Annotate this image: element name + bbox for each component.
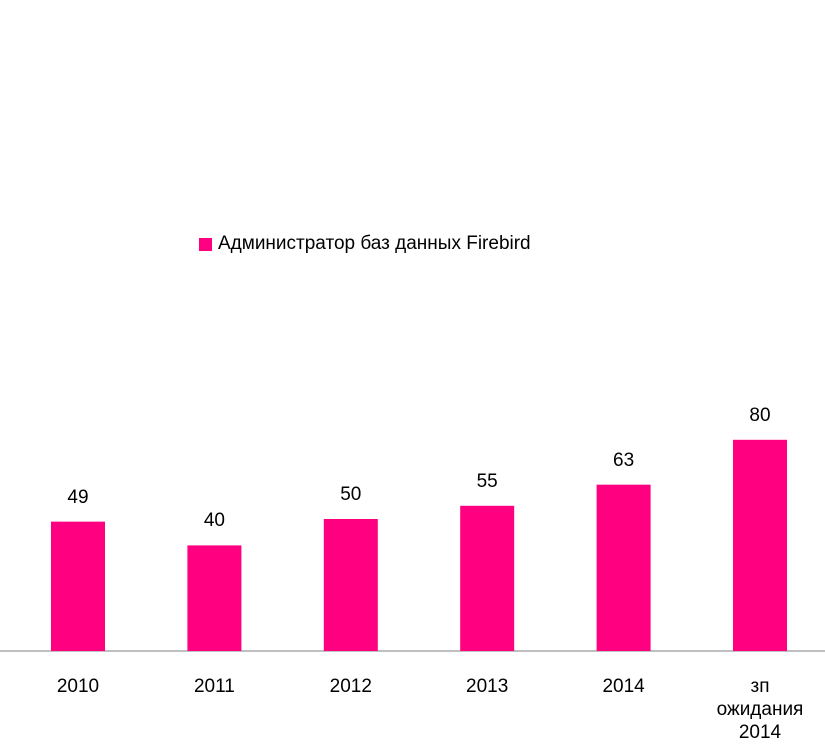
data-label: 40 bbox=[203, 510, 225, 532]
x-tick-label: 2013 bbox=[466, 676, 509, 697]
data-label: 55 bbox=[476, 470, 498, 492]
bar bbox=[733, 439, 787, 651]
x-tick-label: 2012 bbox=[329, 676, 372, 697]
bar bbox=[187, 545, 242, 651]
bar bbox=[323, 519, 378, 651]
bar bbox=[51, 521, 105, 651]
bar bbox=[596, 484, 651, 651]
data-label: 80 bbox=[749, 404, 771, 426]
x-tick-label: зп ожидания 2014 bbox=[716, 676, 804, 743]
legend-label: Администратор баз данных Firebird bbox=[218, 233, 531, 254]
legend: Администратор баз данных Firebird bbox=[199, 233, 531, 255]
legend-swatch bbox=[199, 237, 212, 251]
x-tick-label: 2011 bbox=[193, 676, 235, 697]
data-label: 63 bbox=[613, 449, 635, 471]
bar bbox=[460, 505, 515, 651]
x-tick-label: 2010 bbox=[56, 676, 100, 697]
x-tick-label: 2014 bbox=[602, 676, 645, 697]
data-label: 50 bbox=[340, 484, 362, 505]
data-label: 49 bbox=[67, 486, 89, 508]
